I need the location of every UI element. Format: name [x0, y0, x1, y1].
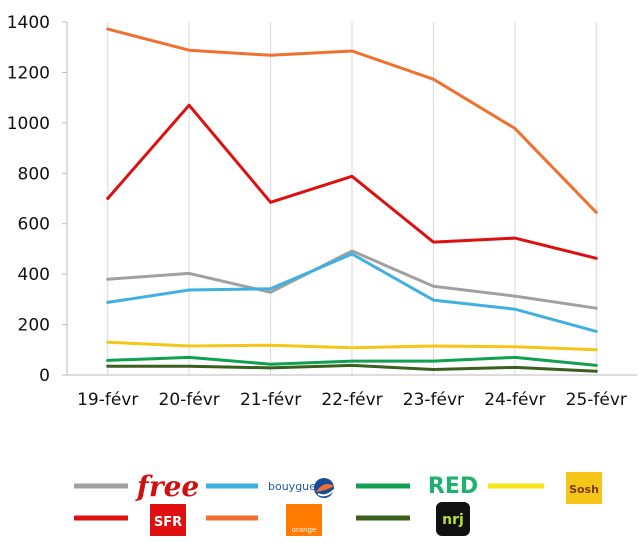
- nrj-logo: nrj: [436, 502, 470, 536]
- series-line-orange: [106, 27, 598, 214]
- svg-text:orange: orange: [292, 526, 317, 534]
- y-tick-label: 1400: [7, 13, 50, 33]
- x-tick-label: 23-févr: [403, 390, 464, 410]
- x-tick-label: 22-févr: [321, 390, 382, 410]
- y-tick-label: 400: [18, 265, 50, 285]
- svg-text:bouygues: bouygues: [268, 480, 322, 493]
- y-tick-label: 800: [18, 164, 50, 184]
- x-axis-ticks: 19-févr 20-févr 21-févr 22-févr 23-févr 24-fé…: [77, 390, 627, 410]
- series-line-bouygues: [106, 252, 598, 333]
- series-line-sosh: [106, 340, 598, 352]
- svg-text:Sosh: Sosh: [569, 483, 599, 496]
- y-tick-label: 1000: [7, 114, 50, 134]
- x-tick-label: 21-févr: [240, 390, 301, 410]
- svg-text:nrj: nrj: [442, 512, 464, 528]
- series-line-sfr: [106, 103, 598, 260]
- sfr-logo: SFR: [150, 504, 186, 536]
- series-lines: [106, 27, 598, 373]
- x-tick-label: 20-févr: [159, 390, 220, 410]
- series-line-free: [106, 249, 598, 310]
- y-tick-label: 200: [18, 316, 50, 336]
- series-line-nrj: [106, 363, 598, 373]
- x-tick-label: 25-févr: [566, 390, 627, 410]
- legend: free bouygues RED Sosh SFR orange: [74, 470, 602, 536]
- orange-logo: orange: [286, 504, 322, 536]
- x-tick-label: 19-févr: [77, 390, 138, 410]
- y-tick-label: 1200: [7, 63, 50, 83]
- x-tick-label: 24-févr: [484, 390, 545, 410]
- svg-text:SFR: SFR: [154, 515, 182, 530]
- red-logo: RED: [428, 474, 478, 499]
- y-tick-label: 600: [18, 215, 50, 235]
- bouygues-logo: bouygues: [268, 478, 335, 498]
- axes: [62, 21, 637, 376]
- y-tick-label: 0: [39, 366, 50, 386]
- gridlines: [107, 22, 597, 375]
- series-line-red: [106, 355, 598, 367]
- sosh-logo: Sosh: [566, 472, 602, 504]
- free-logo: free: [135, 470, 199, 503]
- y-axis-ticks: 0 200 400 600 800 1000 1200 1400: [7, 13, 50, 386]
